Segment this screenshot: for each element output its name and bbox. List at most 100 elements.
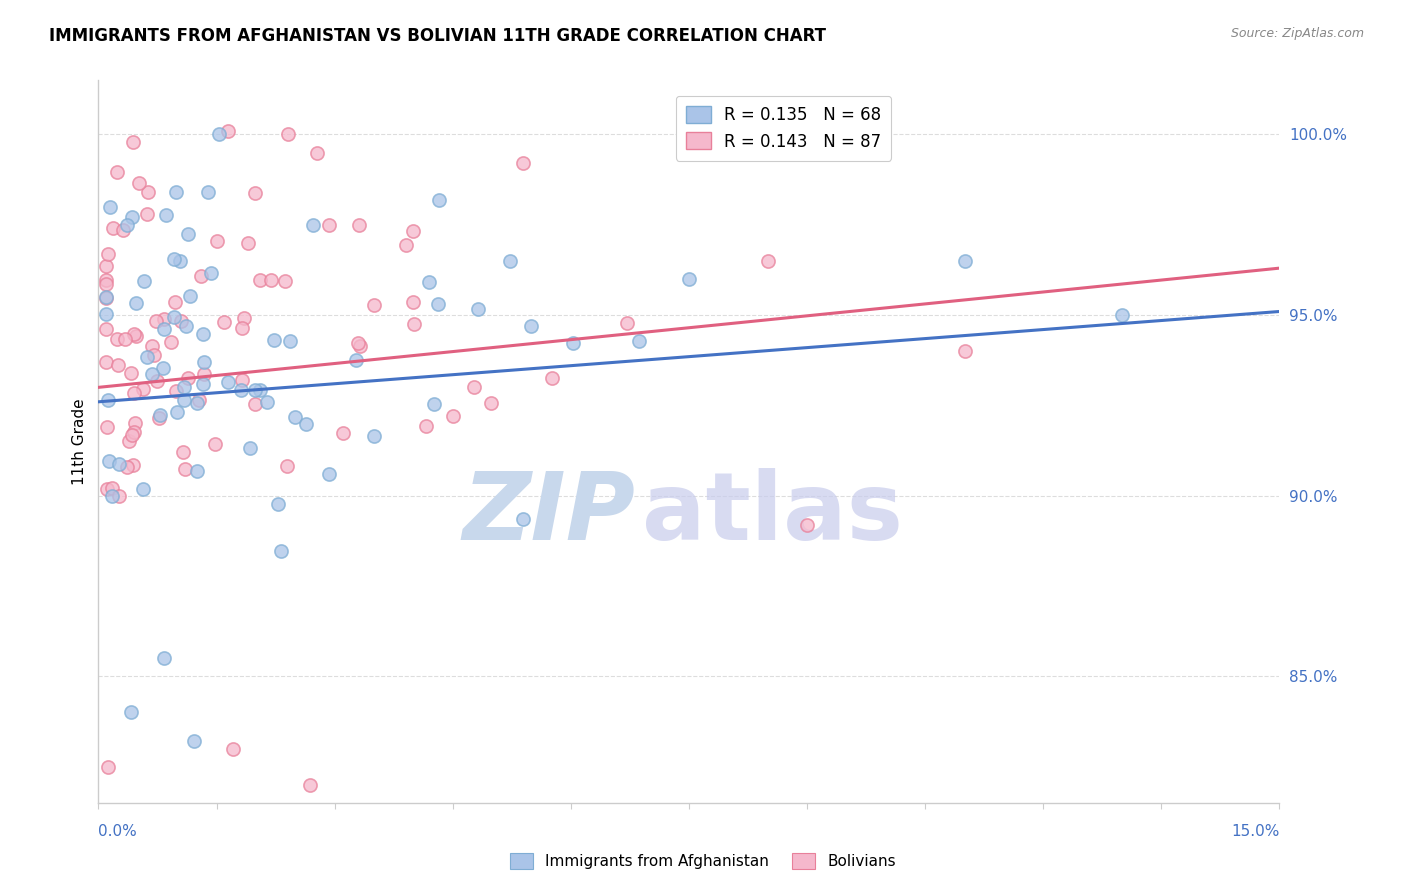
Point bbox=[96, 290, 118, 304]
Point bbox=[953, 253, 976, 268]
Point bbox=[479, 395, 502, 409]
Point bbox=[245, 186, 267, 201]
Point bbox=[562, 336, 585, 351]
Point bbox=[132, 382, 155, 396]
Point bbox=[107, 457, 129, 471]
Legend: R = 0.135   N = 68, R = 0.143   N = 87: R = 0.135 N = 68, R = 0.143 N = 87 bbox=[676, 95, 891, 161]
Point bbox=[96, 355, 118, 369]
Legend: Immigrants from Afghanistan, Bolivians: Immigrants from Afghanistan, Bolivians bbox=[503, 847, 903, 875]
Point bbox=[121, 458, 143, 472]
Point bbox=[108, 488, 131, 502]
Point bbox=[318, 218, 340, 232]
Point bbox=[169, 253, 191, 268]
Point bbox=[274, 274, 297, 288]
Point bbox=[125, 329, 148, 343]
Point bbox=[165, 384, 187, 398]
Point bbox=[166, 405, 188, 419]
Point bbox=[796, 517, 818, 532]
Point bbox=[295, 417, 318, 432]
Point bbox=[193, 376, 215, 391]
Point bbox=[135, 351, 157, 365]
Point bbox=[187, 393, 209, 408]
Point bbox=[349, 339, 371, 353]
Point bbox=[233, 310, 256, 325]
Point bbox=[122, 425, 145, 439]
Point bbox=[423, 397, 446, 411]
Point bbox=[344, 352, 367, 367]
Point bbox=[402, 224, 425, 238]
Point bbox=[105, 333, 128, 347]
Point bbox=[402, 295, 425, 310]
Point bbox=[163, 295, 186, 310]
Point bbox=[96, 273, 118, 287]
Point bbox=[193, 326, 215, 341]
Point bbox=[186, 396, 208, 410]
Point bbox=[172, 445, 194, 459]
Point bbox=[105, 165, 128, 179]
Point bbox=[278, 334, 301, 349]
Point bbox=[498, 254, 520, 268]
Point bbox=[346, 336, 368, 351]
Point bbox=[96, 307, 118, 321]
Point bbox=[307, 145, 329, 160]
Point bbox=[163, 310, 186, 324]
Point bbox=[136, 185, 159, 199]
Point bbox=[347, 218, 370, 232]
Point bbox=[441, 409, 464, 424]
Point bbox=[96, 277, 118, 292]
Point bbox=[616, 316, 638, 330]
Point bbox=[134, 274, 156, 288]
Point bbox=[249, 273, 271, 287]
Point bbox=[212, 315, 235, 329]
Point bbox=[124, 296, 146, 310]
Point bbox=[238, 235, 260, 250]
Point bbox=[121, 428, 143, 442]
Point bbox=[363, 298, 385, 312]
Text: atlas: atlas bbox=[641, 467, 903, 560]
Point bbox=[96, 259, 118, 273]
Point bbox=[135, 207, 157, 221]
Point bbox=[114, 332, 136, 346]
Point bbox=[953, 344, 976, 359]
Point bbox=[96, 322, 118, 336]
Point bbox=[415, 419, 437, 434]
Point bbox=[260, 273, 283, 287]
Point bbox=[153, 312, 176, 326]
Point bbox=[170, 314, 193, 328]
Point bbox=[174, 461, 197, 475]
Point bbox=[363, 429, 385, 443]
Point bbox=[124, 416, 146, 430]
Point bbox=[756, 253, 779, 268]
Point bbox=[467, 302, 489, 317]
Point bbox=[628, 334, 651, 348]
Point bbox=[193, 354, 215, 368]
Point bbox=[276, 458, 298, 473]
Point bbox=[152, 361, 174, 376]
Point bbox=[186, 464, 208, 478]
Point bbox=[122, 327, 145, 342]
Point bbox=[120, 366, 142, 380]
Point bbox=[148, 410, 170, 425]
Point bbox=[302, 218, 325, 232]
Point bbox=[121, 211, 143, 225]
Point bbox=[118, 434, 141, 449]
Point bbox=[149, 408, 172, 422]
Point bbox=[463, 379, 485, 393]
Point bbox=[153, 651, 176, 665]
Point bbox=[200, 266, 222, 280]
Point bbox=[141, 367, 163, 381]
Text: Source: ZipAtlas.com: Source: ZipAtlas.com bbox=[1230, 27, 1364, 40]
Point bbox=[520, 318, 543, 333]
Point bbox=[96, 420, 118, 434]
Point bbox=[146, 374, 169, 388]
Point bbox=[115, 460, 138, 475]
Point bbox=[208, 127, 231, 141]
Point bbox=[115, 219, 138, 233]
Point bbox=[98, 454, 121, 468]
Point bbox=[159, 335, 181, 350]
Point bbox=[245, 397, 267, 411]
Point bbox=[540, 371, 562, 385]
Point bbox=[179, 289, 201, 303]
Point bbox=[141, 339, 163, 353]
Point bbox=[98, 200, 121, 214]
